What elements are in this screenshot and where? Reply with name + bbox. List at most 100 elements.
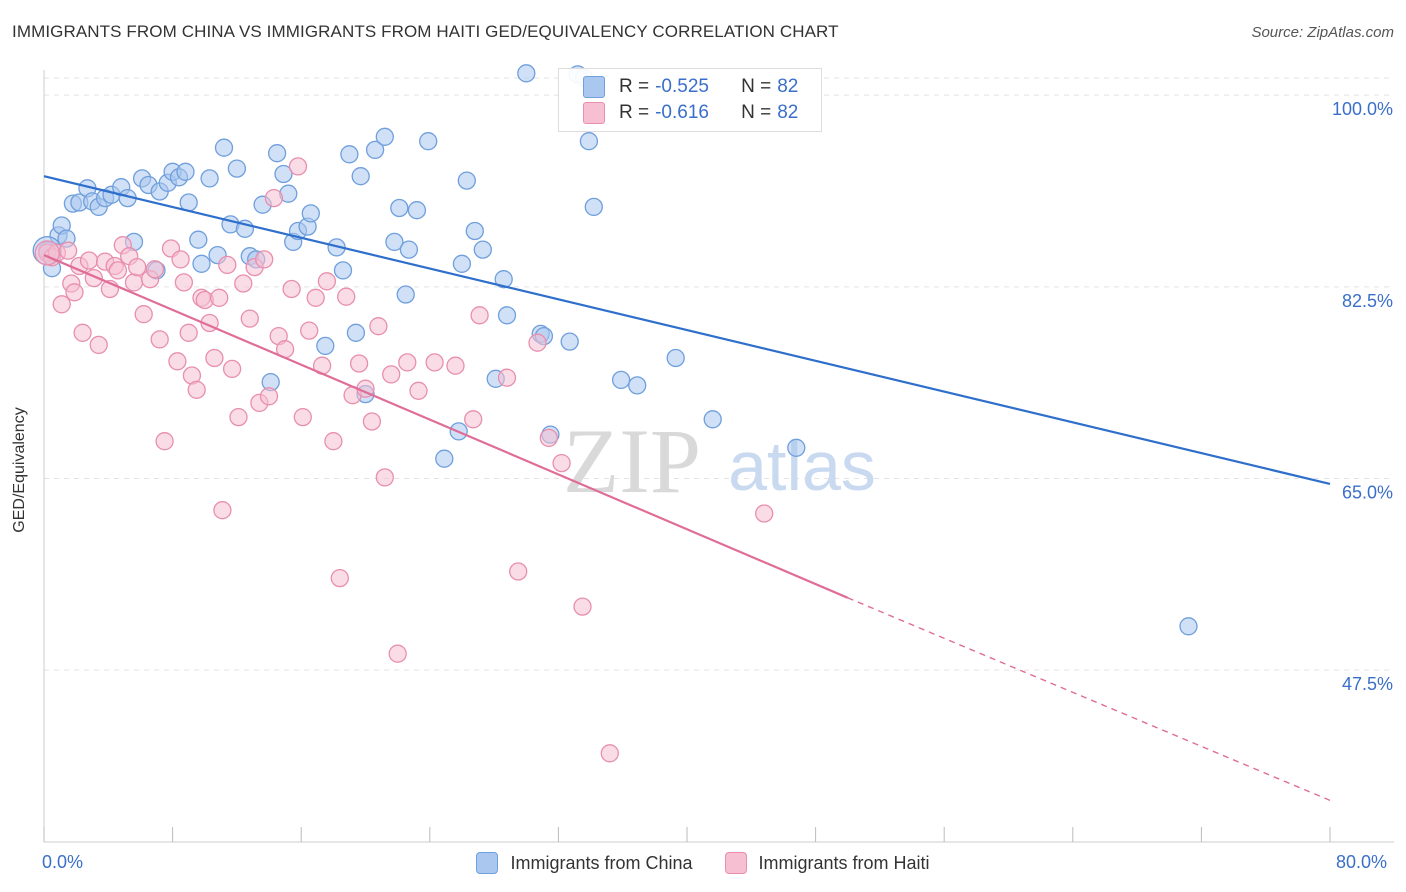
haiti-point xyxy=(306,288,325,307)
legend-label-haiti: Immigrants from Haiti xyxy=(758,852,930,873)
china-point xyxy=(497,306,517,325)
china-point xyxy=(340,145,359,164)
china-point xyxy=(584,197,603,217)
china-point xyxy=(1179,617,1198,636)
haiti-point xyxy=(124,273,144,292)
source-note: Source: ZipAtlas.com xyxy=(1251,24,1394,41)
x-tick-label-max: 80.0% xyxy=(1336,852,1388,872)
china-point xyxy=(611,370,631,390)
y-tick-label: 65.0% xyxy=(1342,482,1393,502)
series-haiti-points xyxy=(34,157,774,763)
haiti-point xyxy=(89,335,108,355)
watermark-atlas: atlas xyxy=(728,427,876,505)
haiti-point xyxy=(288,157,308,176)
haiti-point xyxy=(362,412,382,431)
trend-lines xyxy=(43,175,1331,802)
china-point xyxy=(274,164,293,184)
y-tick-label: 82.5% xyxy=(1342,291,1393,311)
haiti-point xyxy=(240,309,259,328)
haiti-point xyxy=(324,432,343,451)
china-point xyxy=(390,198,409,218)
haiti-point xyxy=(168,352,187,371)
china-point xyxy=(465,221,484,241)
china-point xyxy=(419,132,438,151)
china-point xyxy=(333,261,353,280)
n-value-haiti: 82 xyxy=(777,102,799,123)
x-tick-label-min: 0.0% xyxy=(42,852,84,872)
haiti-point xyxy=(108,261,128,280)
haiti-point xyxy=(282,279,301,299)
china-point xyxy=(227,159,247,178)
haiti-point xyxy=(337,287,356,306)
haiti-point xyxy=(317,272,337,291)
haiti-point xyxy=(470,306,489,325)
axes xyxy=(43,70,1394,843)
r-value-china: -0.525 xyxy=(655,76,709,97)
china-point xyxy=(452,254,472,273)
chart-title: IMMIGRANTS FROM CHINA VS IMMIGRANTS FROM… xyxy=(12,22,839,41)
watermark-zip: ZIP xyxy=(563,410,701,512)
n-key: N = xyxy=(741,102,772,123)
haiti-point xyxy=(171,250,190,269)
stats-row-china: R = -0.525 N = 82 xyxy=(583,75,798,99)
haiti-point xyxy=(509,562,528,581)
haiti-point xyxy=(65,283,84,302)
n-key: N = xyxy=(741,76,772,97)
haiti-point xyxy=(539,428,558,448)
series-china-points xyxy=(32,64,1198,636)
china-point xyxy=(787,438,806,457)
haiti-point xyxy=(382,365,401,384)
china-point xyxy=(385,232,404,252)
china-point xyxy=(435,449,454,468)
stats-row-haiti: R = -0.616 N = 82 xyxy=(583,101,798,125)
china-point xyxy=(189,230,208,249)
haiti-point xyxy=(600,744,619,763)
haiti-point xyxy=(79,251,99,270)
china-point xyxy=(316,336,335,356)
y-tick-label: 47.5% xyxy=(1342,674,1393,694)
china-point xyxy=(517,64,536,83)
grid-lines xyxy=(44,77,1394,671)
r-value-haiti: -0.616 xyxy=(655,102,709,123)
y-tick-labels: 100.0% 82.5% 65.0% 47.5% xyxy=(1332,99,1393,694)
haiti-point-cluster xyxy=(34,240,60,266)
haiti-point xyxy=(58,241,78,260)
china-trend-line xyxy=(43,175,1331,485)
china-point xyxy=(407,201,427,220)
china-point xyxy=(703,410,722,429)
china-point xyxy=(457,171,476,190)
haiti-point xyxy=(150,330,169,349)
stats-legend: R = -0.525 N = 82 R = -0.616 N = 82 xyxy=(558,68,822,132)
legend-item-china[interactable]: Immigrants from China xyxy=(476,852,693,874)
n-value-china: 82 xyxy=(777,76,799,97)
china-point xyxy=(192,254,211,273)
china-point xyxy=(346,323,366,342)
haiti-point xyxy=(52,295,71,314)
china-point xyxy=(494,270,513,289)
haiti-point xyxy=(264,188,284,208)
haiti-point xyxy=(134,305,153,324)
r-key: R = xyxy=(619,76,650,97)
china-point xyxy=(200,169,219,188)
haiti-point xyxy=(187,380,206,399)
haiti-point xyxy=(179,323,198,342)
haiti-point xyxy=(398,353,417,372)
haiti-point xyxy=(229,407,248,427)
china-point xyxy=(396,285,415,304)
haiti-point xyxy=(145,260,165,279)
haiti-point xyxy=(409,381,428,400)
haiti-point xyxy=(349,354,369,373)
haiti-point xyxy=(218,255,237,275)
watermark: ZIP atlas xyxy=(563,410,876,512)
legend-item-haiti[interactable]: Immigrants from Haiti xyxy=(724,852,930,874)
haiti-trend-line xyxy=(43,254,849,599)
china-point xyxy=(560,332,579,351)
china-point xyxy=(301,204,320,223)
haiti-point xyxy=(73,323,92,342)
r-key: R = xyxy=(619,102,650,123)
china-point xyxy=(365,140,385,160)
haiti-point xyxy=(300,321,319,340)
china-point xyxy=(375,127,394,146)
china-point xyxy=(666,348,685,368)
y-tick-label: 100.0% xyxy=(1332,99,1393,119)
